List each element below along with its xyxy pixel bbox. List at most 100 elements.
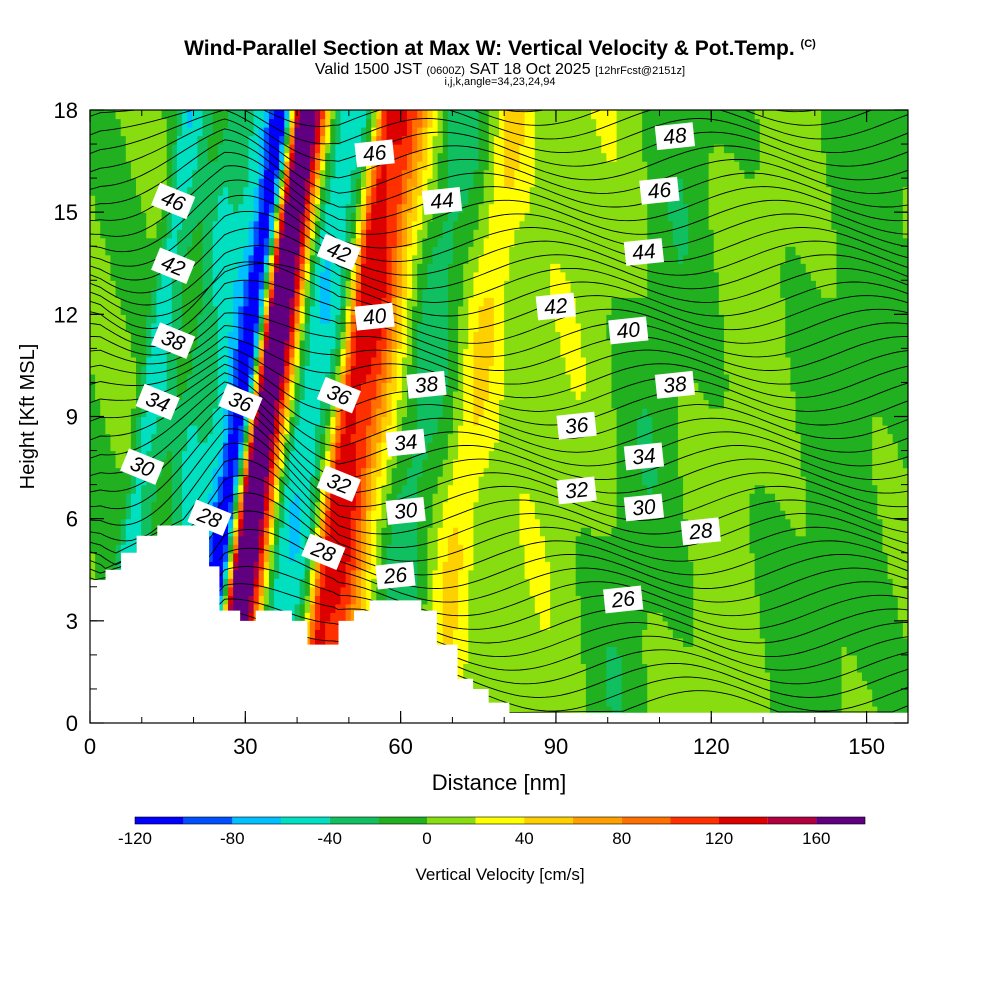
velocity-cell [289, 484, 296, 494]
velocity-cell [810, 544, 817, 554]
velocity-cell [555, 518, 561, 528]
velocity-cell [841, 518, 848, 528]
velocity-cell [877, 484, 884, 494]
velocity-cell [631, 663, 638, 673]
velocity-cell [228, 450, 234, 460]
velocity-cell [708, 671, 715, 682]
velocity-cell [350, 595, 357, 605]
velocity-cell [447, 501, 454, 511]
velocity-cell [683, 620, 689, 630]
velocity-cell [601, 646, 607, 656]
velocity-cell [289, 552, 296, 562]
velocity-cell [299, 612, 306, 622]
velocity-cell [325, 603, 331, 613]
velocity-cell [652, 552, 659, 562]
velocity-cell [100, 535, 106, 545]
velocity-cell [274, 467, 280, 477]
velocity-cell [217, 484, 224, 494]
velocity-cell [606, 467, 613, 477]
velocity-cell [570, 629, 577, 639]
velocity-cell [642, 476, 648, 486]
velocity-cell [585, 603, 592, 613]
velocity-cell [268, 561, 275, 571]
velocity-cell [442, 629, 449, 639]
velocity-cell [509, 603, 515, 613]
velocity-cell [780, 476, 786, 486]
velocity-cell [478, 671, 485, 682]
velocity-cell [877, 697, 884, 707]
velocity-cell [575, 527, 582, 537]
velocity-cell [867, 612, 873, 622]
velocity-cell [631, 612, 638, 622]
velocity-cell [667, 527, 674, 537]
velocity-cell [565, 501, 572, 511]
velocity-cell [805, 586, 812, 596]
velocity-cell [493, 501, 500, 511]
velocity-cell [877, 467, 884, 477]
velocity-cell [202, 467, 209, 477]
velocity-cell [887, 552, 894, 562]
velocity-cell [483, 518, 490, 528]
velocity-cell [887, 612, 894, 622]
velocity-cell [417, 569, 423, 579]
velocity-cell [810, 620, 817, 630]
velocity-cell [136, 518, 142, 528]
velocity-cell [790, 527, 797, 537]
velocity-cell [856, 671, 863, 682]
velocity-cell [452, 467, 459, 477]
velocity-cell [248, 527, 255, 537]
velocity-cell [519, 697, 526, 707]
velocity-cell [268, 459, 275, 469]
velocity-cell [780, 646, 786, 656]
velocity-cell [647, 705, 653, 716]
velocity-cell [524, 620, 531, 630]
velocity-cell [565, 637, 572, 647]
velocity-cell [744, 459, 751, 469]
velocity-cell [769, 654, 776, 664]
velocity-cell [764, 629, 771, 639]
velocity-cell [667, 518, 674, 528]
velocity-cell [841, 663, 848, 673]
velocity-cell [637, 620, 643, 630]
velocity-cell [606, 501, 613, 511]
velocity-cell [488, 476, 495, 486]
velocity-cell [637, 671, 643, 682]
velocity-cell [314, 578, 321, 588]
velocity-cell [831, 569, 838, 579]
velocity-cell [248, 459, 255, 469]
velocity-cell [631, 484, 638, 494]
velocity-cell [371, 459, 377, 469]
velocity-cell [759, 688, 766, 699]
velocity-cell [729, 544, 735, 554]
velocity-cell [279, 578, 285, 588]
velocity-cell [187, 510, 193, 520]
velocity-cell [841, 586, 848, 596]
velocity-cell [268, 476, 275, 486]
velocity-cell [386, 586, 393, 596]
velocity-cell [841, 561, 848, 571]
velocity-cell [207, 544, 214, 554]
velocity-cell [662, 467, 669, 477]
velocity-cell [478, 586, 485, 596]
velocity-cell [228, 603, 234, 613]
velocity-cell [831, 586, 838, 596]
velocity-cell [759, 467, 766, 477]
velocity-cell [795, 535, 802, 545]
velocity-cell [769, 476, 776, 486]
velocity-cell [749, 467, 756, 477]
velocity-cell [790, 518, 797, 528]
velocity-cell [483, 620, 490, 630]
velocity-cell [856, 467, 863, 477]
velocity-cell [836, 493, 843, 503]
velocity-cell [892, 459, 899, 469]
velocity-cell [345, 518, 352, 528]
velocity-cell [366, 467, 372, 477]
velocity-cell [718, 467, 725, 477]
velocity-cell [299, 578, 306, 588]
velocity-cell [432, 527, 439, 537]
velocity-cell [243, 476, 250, 486]
velocity-cell [805, 612, 812, 622]
velocity-cell [815, 569, 822, 579]
velocity-cell [897, 544, 904, 554]
velocity-cell [514, 535, 521, 545]
